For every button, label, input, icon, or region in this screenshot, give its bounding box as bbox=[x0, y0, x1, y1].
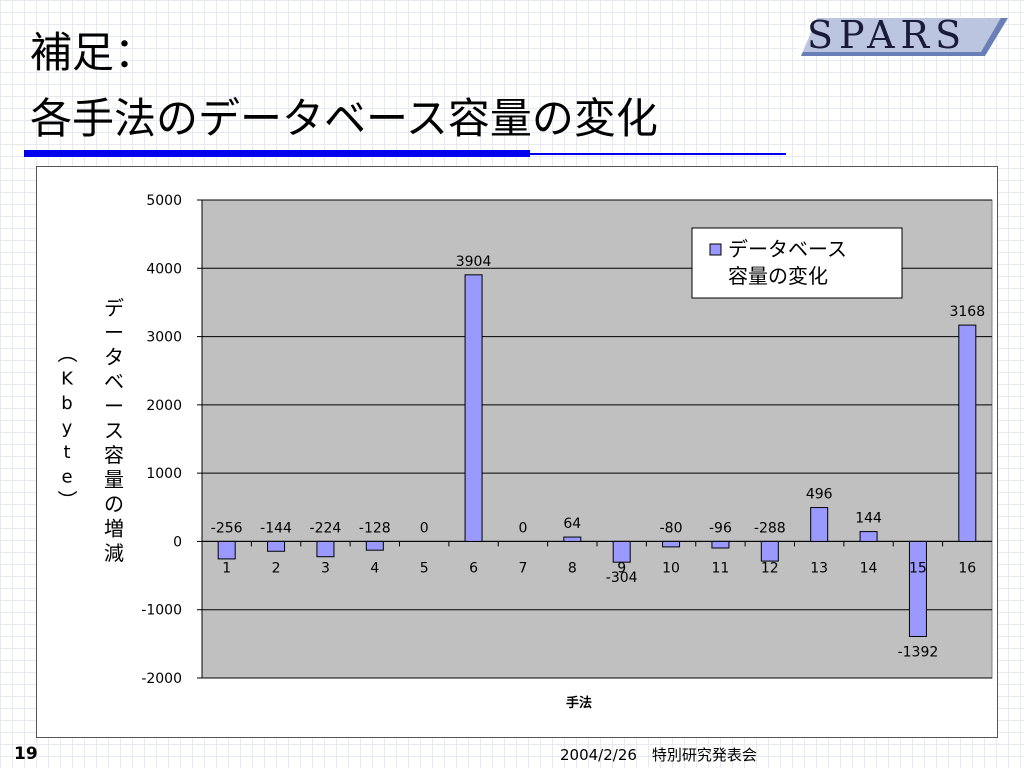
y-axis-title-char: タ bbox=[104, 345, 124, 369]
bar bbox=[859, 531, 878, 542]
data-label: -96 bbox=[709, 520, 732, 536]
bar bbox=[267, 540, 286, 552]
data-label: -80 bbox=[660, 520, 683, 536]
data-label: 3904 bbox=[456, 254, 492, 270]
data-label: -304 bbox=[606, 570, 638, 586]
x-tick-label: 5 bbox=[420, 560, 429, 576]
bar bbox=[563, 536, 582, 542]
slide-title-line2: 各手法のデータベース容量の変化 bbox=[30, 94, 658, 143]
y-tick-label: 2000 bbox=[146, 398, 182, 414]
x-tick-label: 8 bbox=[568, 560, 577, 576]
logo-text: SPARS bbox=[807, 13, 967, 57]
bar bbox=[464, 274, 483, 542]
y-axis-unit-char: b bbox=[61, 393, 72, 414]
y-axis-title-char: 増 bbox=[104, 517, 124, 541]
x-tick-label: 10 bbox=[662, 560, 680, 576]
y-tick-label: -1000 bbox=[141, 603, 182, 619]
data-label: -128 bbox=[359, 520, 391, 536]
data-label: -256 bbox=[211, 520, 243, 536]
bar bbox=[365, 540, 384, 551]
y-axis-unit-char: t bbox=[63, 442, 70, 463]
bar bbox=[711, 540, 730, 549]
y-axis-title-char: ー bbox=[104, 321, 124, 345]
y-axis-title-char: ベ bbox=[104, 370, 124, 394]
x-tick-label: 14 bbox=[860, 560, 878, 576]
data-label: 64 bbox=[563, 516, 581, 532]
x-tick-label: 1 bbox=[222, 560, 231, 576]
legend-label-line1: データベース bbox=[728, 237, 847, 261]
data-label: 0 bbox=[420, 520, 429, 536]
x-tick-label: 7 bbox=[518, 560, 527, 576]
x-axis-title: 手法 bbox=[566, 695, 592, 711]
y-axis-title-char: 減 bbox=[104, 541, 124, 565]
data-label: -1392 bbox=[898, 644, 939, 660]
x-tick-label: 16 bbox=[958, 560, 976, 576]
x-tick-label: 9 bbox=[617, 560, 626, 576]
y-axis-title-char: 量 bbox=[104, 468, 124, 492]
spars-logo: SPARS bbox=[795, 13, 1008, 57]
footer-event: 2004/2/26 特別研究発表会 bbox=[560, 746, 757, 764]
bar bbox=[908, 540, 927, 637]
legend-label-line2: 容量の変化 bbox=[728, 264, 828, 288]
legend-box bbox=[691, 227, 903, 299]
bar bbox=[958, 324, 977, 542]
x-tick-label: 13 bbox=[810, 560, 828, 576]
bar bbox=[612, 540, 631, 563]
data-label: -144 bbox=[260, 520, 292, 536]
y-tick-label: -2000 bbox=[141, 671, 182, 687]
bar-chart: 500040003000200010000-1000-20001-2562-14… bbox=[55, 193, 993, 711]
y-tick-label: 3000 bbox=[146, 330, 182, 346]
y-axis-title-char: 容 bbox=[104, 443, 124, 467]
x-tick-label: 6 bbox=[469, 560, 478, 576]
data-label: 3168 bbox=[949, 304, 985, 320]
y-axis-unit-char: ） bbox=[55, 490, 79, 510]
x-tick-label: 4 bbox=[370, 560, 379, 576]
chart-frame: 5000 4000 3000 2000 1000 0 -1000 -2000 1 -256 2 -14… bbox=[36, 166, 998, 738]
data-label: 0 bbox=[518, 520, 527, 536]
y-axis-title-char: の bbox=[104, 492, 124, 516]
data-label: -288 bbox=[754, 520, 786, 536]
legend-swatch bbox=[709, 243, 722, 256]
bar bbox=[316, 540, 335, 558]
logo-stripe-highlight bbox=[795, 16, 1002, 52]
y-tick-label: 0 bbox=[173, 534, 182, 550]
data-label: 496 bbox=[806, 487, 833, 503]
y-axis-title-char: ー bbox=[104, 394, 124, 418]
y-axis-unit-char: e bbox=[61, 467, 72, 488]
y-axis-unit-char: y bbox=[62, 418, 73, 439]
y-axis-title-char: ス bbox=[104, 419, 124, 443]
y-axis-unit-char: （ bbox=[55, 343, 79, 363]
x-tick-label: 11 bbox=[712, 560, 730, 576]
x-tick-label: 3 bbox=[321, 560, 330, 576]
bar bbox=[810, 507, 829, 542]
slide-title-line1: 補足： bbox=[30, 28, 157, 77]
title-underline-thick bbox=[24, 150, 530, 157]
page-number: 19 bbox=[14, 744, 38, 764]
data-label: 144 bbox=[855, 511, 882, 527]
data-label: -224 bbox=[310, 520, 342, 536]
x-tick-label: 2 bbox=[272, 560, 281, 576]
y-tick-label: 5000 bbox=[146, 193, 182, 209]
x-tick-label: 12 bbox=[761, 560, 779, 576]
y-axis-unit-char: K bbox=[61, 369, 74, 390]
x-tick-label: 15 bbox=[909, 560, 927, 576]
y-tick-label: 4000 bbox=[146, 261, 182, 277]
y-tick-label: 1000 bbox=[146, 466, 182, 482]
y-axis-title-char: デ bbox=[104, 296, 124, 320]
bar bbox=[662, 540, 681, 548]
bar bbox=[760, 540, 779, 562]
bar bbox=[217, 540, 236, 560]
